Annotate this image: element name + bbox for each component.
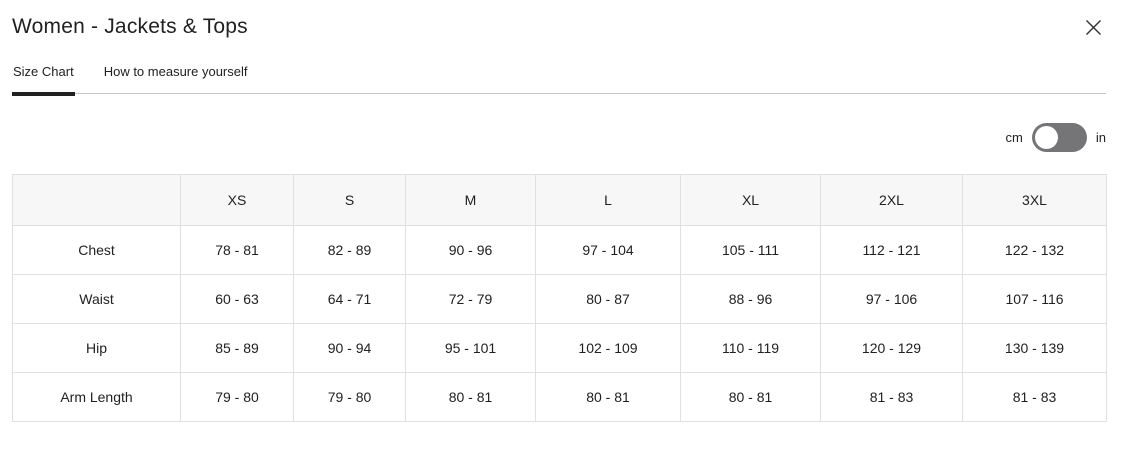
size-value-cell: 64 - 71	[293, 274, 406, 324]
row-label: Hip	[12, 323, 181, 373]
in-label: in	[1095, 130, 1106, 145]
size-value-cell: 122 - 132	[962, 225, 1107, 275]
size-value-cell: 97 - 106	[820, 274, 963, 324]
column-header: M	[405, 174, 536, 226]
row-label: Arm Length	[12, 372, 181, 422]
unit-toggle-switch[interactable]	[1031, 123, 1087, 152]
unit-toggle-row: cm in	[12, 123, 1106, 152]
size-value-cell: 90 - 96	[405, 225, 536, 275]
table-row: Hip 85 - 89 90 - 94 95 - 101 102 - 109 110 - …	[12, 323, 1107, 373]
size-value-cell: 80 - 81	[680, 372, 821, 422]
size-value-cell: 110 - 119	[680, 323, 821, 373]
table-row: Arm Length 79 - 80 79 - 80 80 - 81 80 - 81 80…	[12, 372, 1107, 422]
size-value-cell: 112 - 121	[820, 225, 963, 275]
toggle-knob-icon	[1034, 126, 1058, 149]
size-value-cell: 78 - 81	[180, 225, 294, 275]
size-value-cell: 80 - 87	[535, 274, 681, 324]
cm-label: cm	[1005, 130, 1023, 145]
size-table: XS S M L XL 2XL 3XL Chest 78 - 81 82 - 89 90 - 96…	[12, 174, 1107, 422]
size-value-cell: 90 - 94	[293, 323, 406, 373]
column-header: 3XL	[962, 174, 1107, 226]
size-value-cell: 80 - 81	[535, 372, 681, 422]
table-row: Waist 60 - 63 64 - 71 72 - 79 80 - 87 88 - 96…	[12, 274, 1107, 324]
size-table-head: XS S M L XL 2XL 3XL	[12, 174, 1107, 226]
row-label: Chest	[12, 225, 181, 275]
size-value-cell: 81 - 83	[820, 372, 963, 422]
column-header-empty	[12, 174, 181, 226]
page-title: Women - Jackets & Tops	[12, 15, 248, 38]
close-icon	[1085, 19, 1102, 36]
size-value-cell: 102 - 109	[535, 323, 681, 373]
column-header: S	[293, 174, 406, 226]
tab-size-chart[interactable]: Size Chart	[12, 60, 75, 96]
size-value-cell: 72 - 79	[405, 274, 536, 324]
column-header: L	[535, 174, 681, 226]
close-button[interactable]	[1084, 18, 1102, 36]
size-value-cell: 79 - 80	[180, 372, 294, 422]
size-value-cell: 82 - 89	[293, 225, 406, 275]
size-value-cell: 120 - 129	[820, 323, 963, 373]
size-value-cell: 97 - 104	[535, 225, 681, 275]
column-header: 2XL	[820, 174, 963, 226]
size-value-cell: 105 - 111	[680, 225, 821, 275]
size-value-cell: 130 - 139	[962, 323, 1107, 373]
size-value-cell: 60 - 63	[180, 274, 294, 324]
table-header-row: XS S M L XL 2XL 3XL	[12, 174, 1107, 226]
size-value-cell: 88 - 96	[680, 274, 821, 324]
size-value-cell: 80 - 81	[405, 372, 536, 422]
tab-bar: Size Chart How to measure yourself	[12, 60, 1106, 96]
size-value-cell: 95 - 101	[405, 323, 536, 373]
size-value-cell: 81 - 83	[962, 372, 1107, 422]
column-header: XL	[680, 174, 821, 226]
size-table-body: Chest 78 - 81 82 - 89 90 - 96 97 - 104 105 - …	[12, 225, 1107, 422]
size-value-cell: 85 - 89	[180, 323, 294, 373]
row-label: Waist	[12, 274, 181, 324]
table-row: Chest 78 - 81 82 - 89 90 - 96 97 - 104 105 - …	[12, 225, 1107, 275]
tab-how-to-measure[interactable]: How to measure yourself	[103, 64, 248, 79]
column-header: XS	[180, 174, 294, 226]
size-value-cell: 107 - 116	[962, 274, 1107, 324]
size-value-cell: 79 - 80	[293, 372, 406, 422]
